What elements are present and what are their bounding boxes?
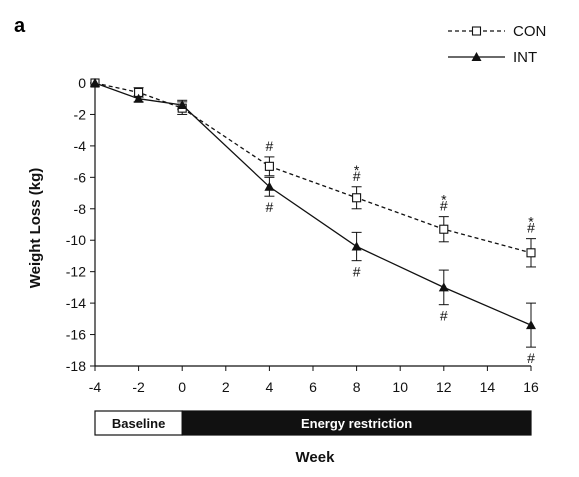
y-tick-label: -16 xyxy=(66,327,86,343)
series-line-int xyxy=(94,82,532,326)
y-axis-title: Weight Loss (kg) xyxy=(27,168,44,289)
x-axis-title: Week xyxy=(296,449,336,466)
data-point-con xyxy=(352,193,362,203)
phase-label: Energy restriction xyxy=(301,416,412,431)
y-tick-label: -14 xyxy=(66,295,86,311)
x-tick-label: 16 xyxy=(523,379,539,395)
y-tick-label: -18 xyxy=(66,358,86,374)
data-point-int xyxy=(177,100,188,110)
y-tick-label: -4 xyxy=(74,138,87,154)
x-tick-label: 4 xyxy=(266,379,274,395)
asterisk-annotation: * xyxy=(528,214,534,230)
phase-label: Baseline xyxy=(112,416,165,431)
legend-label-con: CON xyxy=(513,23,546,40)
y-tick-label: -8 xyxy=(74,201,87,217)
x-tick-label: 8 xyxy=(353,379,361,395)
data-point-int xyxy=(90,78,100,87)
hash-annotation: # xyxy=(266,138,274,154)
x-tick-label: -2 xyxy=(132,379,145,395)
hash-annotation: # xyxy=(440,198,448,214)
data-point-int xyxy=(264,181,275,191)
x-tick-label: 2 xyxy=(222,379,230,395)
legend-label-int: INT xyxy=(513,49,537,66)
y-tick-label: -6 xyxy=(74,169,87,185)
hash-annotation: # xyxy=(353,168,361,184)
hash-annotation: # xyxy=(353,264,361,280)
asterisk-annotation: * xyxy=(441,192,447,208)
phase-energy-restriction xyxy=(181,410,532,436)
hash-annotation: # xyxy=(266,199,274,215)
y-tick-label: 0 xyxy=(78,75,86,91)
data-point-int xyxy=(351,241,362,251)
legend-marker-int xyxy=(471,52,482,61)
hash-annotation: # xyxy=(527,220,535,236)
data-point-int xyxy=(133,93,144,103)
x-tick-label: 6 xyxy=(309,379,317,395)
data-point-int xyxy=(438,282,449,292)
y-tick-label: -12 xyxy=(66,264,86,280)
series-line-con xyxy=(94,82,532,254)
hash-annotation: # xyxy=(527,350,535,366)
data-point-con xyxy=(264,161,274,171)
asterisk-annotation: * xyxy=(354,162,360,178)
panel-letter: a xyxy=(14,15,26,37)
y-tick-label: -10 xyxy=(66,232,86,248)
data-point-int xyxy=(526,320,536,330)
legend-marker-con xyxy=(471,26,482,36)
plot-area: 0-2-4-6-8-10-12-14-16-18-4 -2 0 2 4 6 8 10 12 14 1… xyxy=(66,75,539,395)
data-point-con xyxy=(439,224,449,234)
data-point-con xyxy=(526,248,536,258)
x-tick-label: 10 xyxy=(392,379,408,395)
x-tick-label: 14 xyxy=(480,379,496,395)
x-tick-label: 12 xyxy=(436,379,452,395)
y-tick-label: -2 xyxy=(74,106,87,122)
hash-annotation: # xyxy=(440,308,448,324)
x-tick-label: -4 xyxy=(89,379,102,395)
x-tick-label: 0 xyxy=(178,379,186,395)
phase-baseline xyxy=(94,410,183,436)
legend: CON INT xyxy=(448,23,546,66)
phase-bar: Baseline Energy restriction xyxy=(94,410,532,436)
